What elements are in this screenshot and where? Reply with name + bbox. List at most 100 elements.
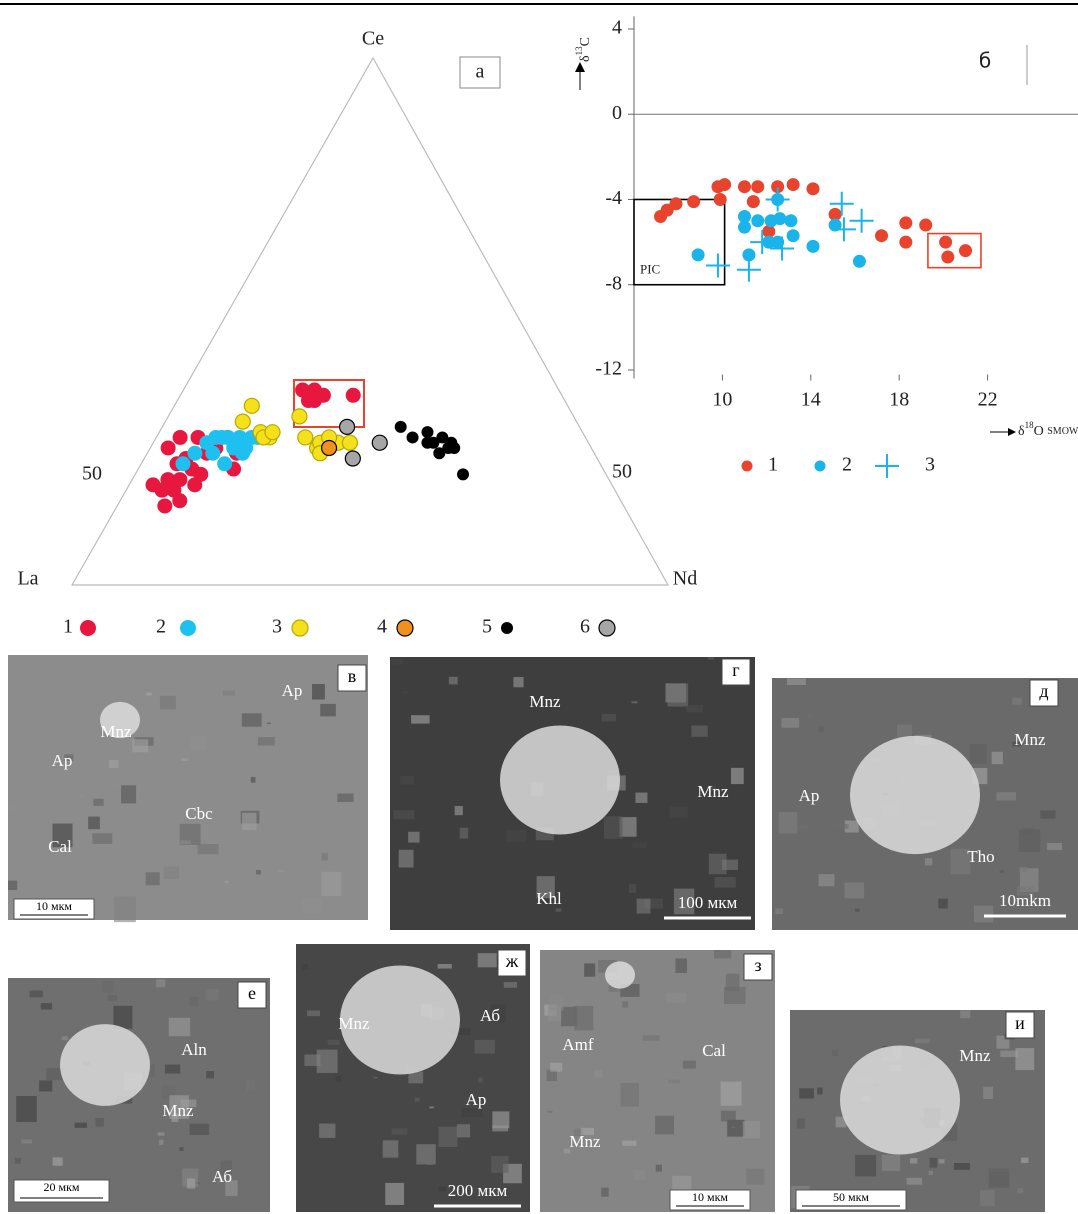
side-label: 50 (612, 461, 632, 483)
texture (1021, 1158, 1028, 1163)
data-point (919, 219, 932, 232)
texture (160, 696, 176, 710)
texture (9, 806, 17, 812)
panel-letter: б (979, 49, 991, 73)
bright-grain (850, 736, 980, 854)
texture (1040, 810, 1055, 818)
mineral-label: Mnz (569, 1132, 601, 1151)
data-point (340, 419, 355, 434)
data-point (161, 440, 176, 455)
texture (75, 1123, 87, 1128)
texture (223, 690, 235, 695)
texture (478, 953, 497, 967)
data-point (157, 498, 172, 513)
legend-marker (397, 620, 413, 636)
panel-letter: а (476, 61, 485, 83)
texture (631, 701, 637, 703)
texture (317, 1050, 338, 1073)
texture (439, 1127, 458, 1147)
mineral-label: Cal (702, 1041, 726, 1060)
texture (1019, 829, 1041, 852)
x-tick-label: 14 (801, 389, 821, 411)
texture (819, 874, 835, 886)
data-point (238, 440, 253, 455)
texture (668, 683, 689, 706)
legend-marker (875, 454, 899, 478)
x-axis-label: δ18O SMOW (1018, 420, 1078, 439)
texture (53, 1157, 63, 1165)
texture (169, 1018, 190, 1036)
texture (915, 1039, 930, 1044)
panel-letter: в (348, 666, 357, 686)
texture (320, 704, 336, 716)
texture (256, 870, 261, 874)
texture (16, 1096, 37, 1122)
data-point (669, 197, 682, 210)
texture (278, 870, 284, 872)
texture (910, 1158, 917, 1163)
mineral-label: Mnz (959, 1046, 991, 1065)
texture (242, 813, 256, 830)
texture (246, 1080, 255, 1090)
texture (492, 1126, 508, 1132)
texture (180, 841, 191, 844)
data-point (959, 244, 972, 257)
y-label-arrow-head (575, 62, 585, 72)
data-point (787, 229, 800, 242)
texture (574, 1006, 593, 1030)
scale-label: 10mkm (999, 891, 1051, 910)
texture (721, 1111, 736, 1122)
texture (15, 1158, 21, 1164)
texture (429, 1107, 434, 1109)
data-point (718, 178, 731, 191)
texture (30, 991, 43, 998)
texture (974, 906, 993, 923)
texture (548, 1006, 561, 1021)
texture (667, 993, 687, 1003)
y-tick-label: 0 (612, 102, 622, 124)
data-point (747, 195, 760, 208)
mineral-label: Cal (48, 837, 72, 856)
mineral-label: Mnz (1014, 730, 1046, 749)
legend-label: 4 (377, 616, 387, 638)
texture (8, 881, 17, 890)
texture (225, 881, 229, 883)
legend-marker (599, 620, 615, 636)
texture (635, 793, 647, 803)
texture (832, 1050, 838, 1056)
texture (478, 1077, 482, 1082)
texture (242, 713, 262, 726)
texture (187, 1178, 195, 1188)
texture (132, 739, 148, 752)
mineral-label: Mnz (338, 1014, 370, 1033)
texture (983, 1087, 993, 1099)
texture (267, 722, 271, 724)
texture (1025, 1191, 1032, 1198)
texture (164, 866, 179, 879)
texture (462, 1108, 483, 1117)
texture (475, 1040, 495, 1054)
texture (158, 1132, 165, 1135)
texture (980, 1190, 995, 1206)
texture (787, 678, 806, 685)
texture (797, 1119, 805, 1129)
texture (775, 908, 783, 914)
texture (989, 1168, 1010, 1188)
texture (92, 833, 112, 844)
texture (399, 850, 414, 868)
texture (307, 1011, 320, 1017)
texture (604, 816, 623, 838)
bright-grain (605, 961, 635, 988)
mineral-label: Аб (480, 1006, 500, 1025)
texture (746, 1169, 764, 1185)
legend-marker (80, 620, 96, 636)
data-point (372, 435, 387, 450)
data-point (751, 214, 764, 227)
texture (954, 1163, 970, 1170)
texture (724, 987, 746, 1004)
texture (312, 684, 325, 700)
texture (385, 1183, 404, 1205)
data-point (316, 388, 331, 403)
legend-marker (501, 622, 513, 634)
texture (675, 958, 687, 973)
